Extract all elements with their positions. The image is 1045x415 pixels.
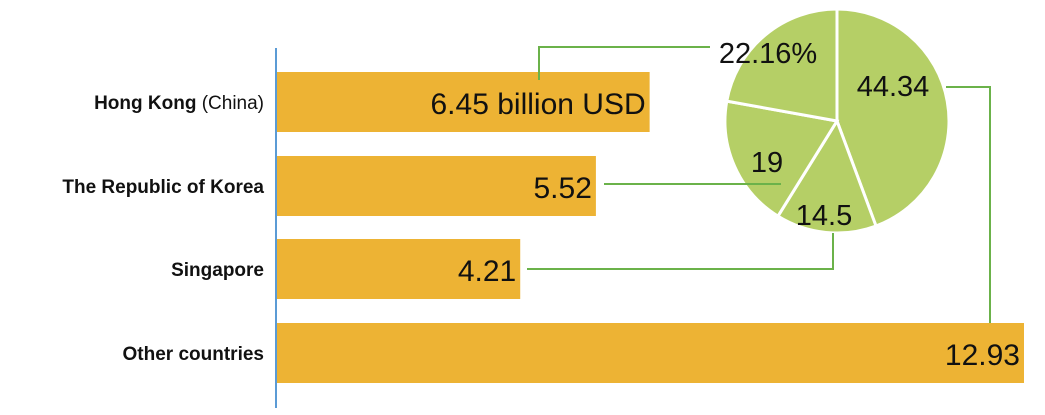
category-label: Singapore [171,260,264,281]
pie-slice-label: 14.5 [796,200,852,232]
bar [277,156,596,216]
bar-value-label: 5.52 [534,172,592,205]
bar-value-label: 4.21 [458,255,516,288]
bar [277,72,650,132]
bar-value-label: 6.45 billion USD [431,88,646,121]
connector-line [527,233,834,270]
bars-layer [277,72,1024,383]
pie-slice [775,117,878,235]
connector-line [946,86,991,323]
pie-slice [723,99,840,219]
connector-line [538,46,710,80]
category-label: The Republic of Korea [62,177,264,198]
pie-slice-label: 22.16% [719,38,817,70]
bar-value-label: 12.93 [945,339,1020,372]
connector-layer [527,46,991,323]
pie-layer [723,7,951,235]
pie-slice-label: 44.34 [857,71,930,103]
pie-slice [835,7,951,228]
category-label: Hong Kong (China) [94,93,264,114]
bar [277,239,521,299]
bar [277,323,1024,383]
pie-slice [725,7,839,123]
category-label: Other countries [123,344,264,365]
pie-slice-label: 19 [751,147,783,179]
labels-layer: Hong Kong (China) 6.45 billion USD The Rep… [62,38,1020,372]
